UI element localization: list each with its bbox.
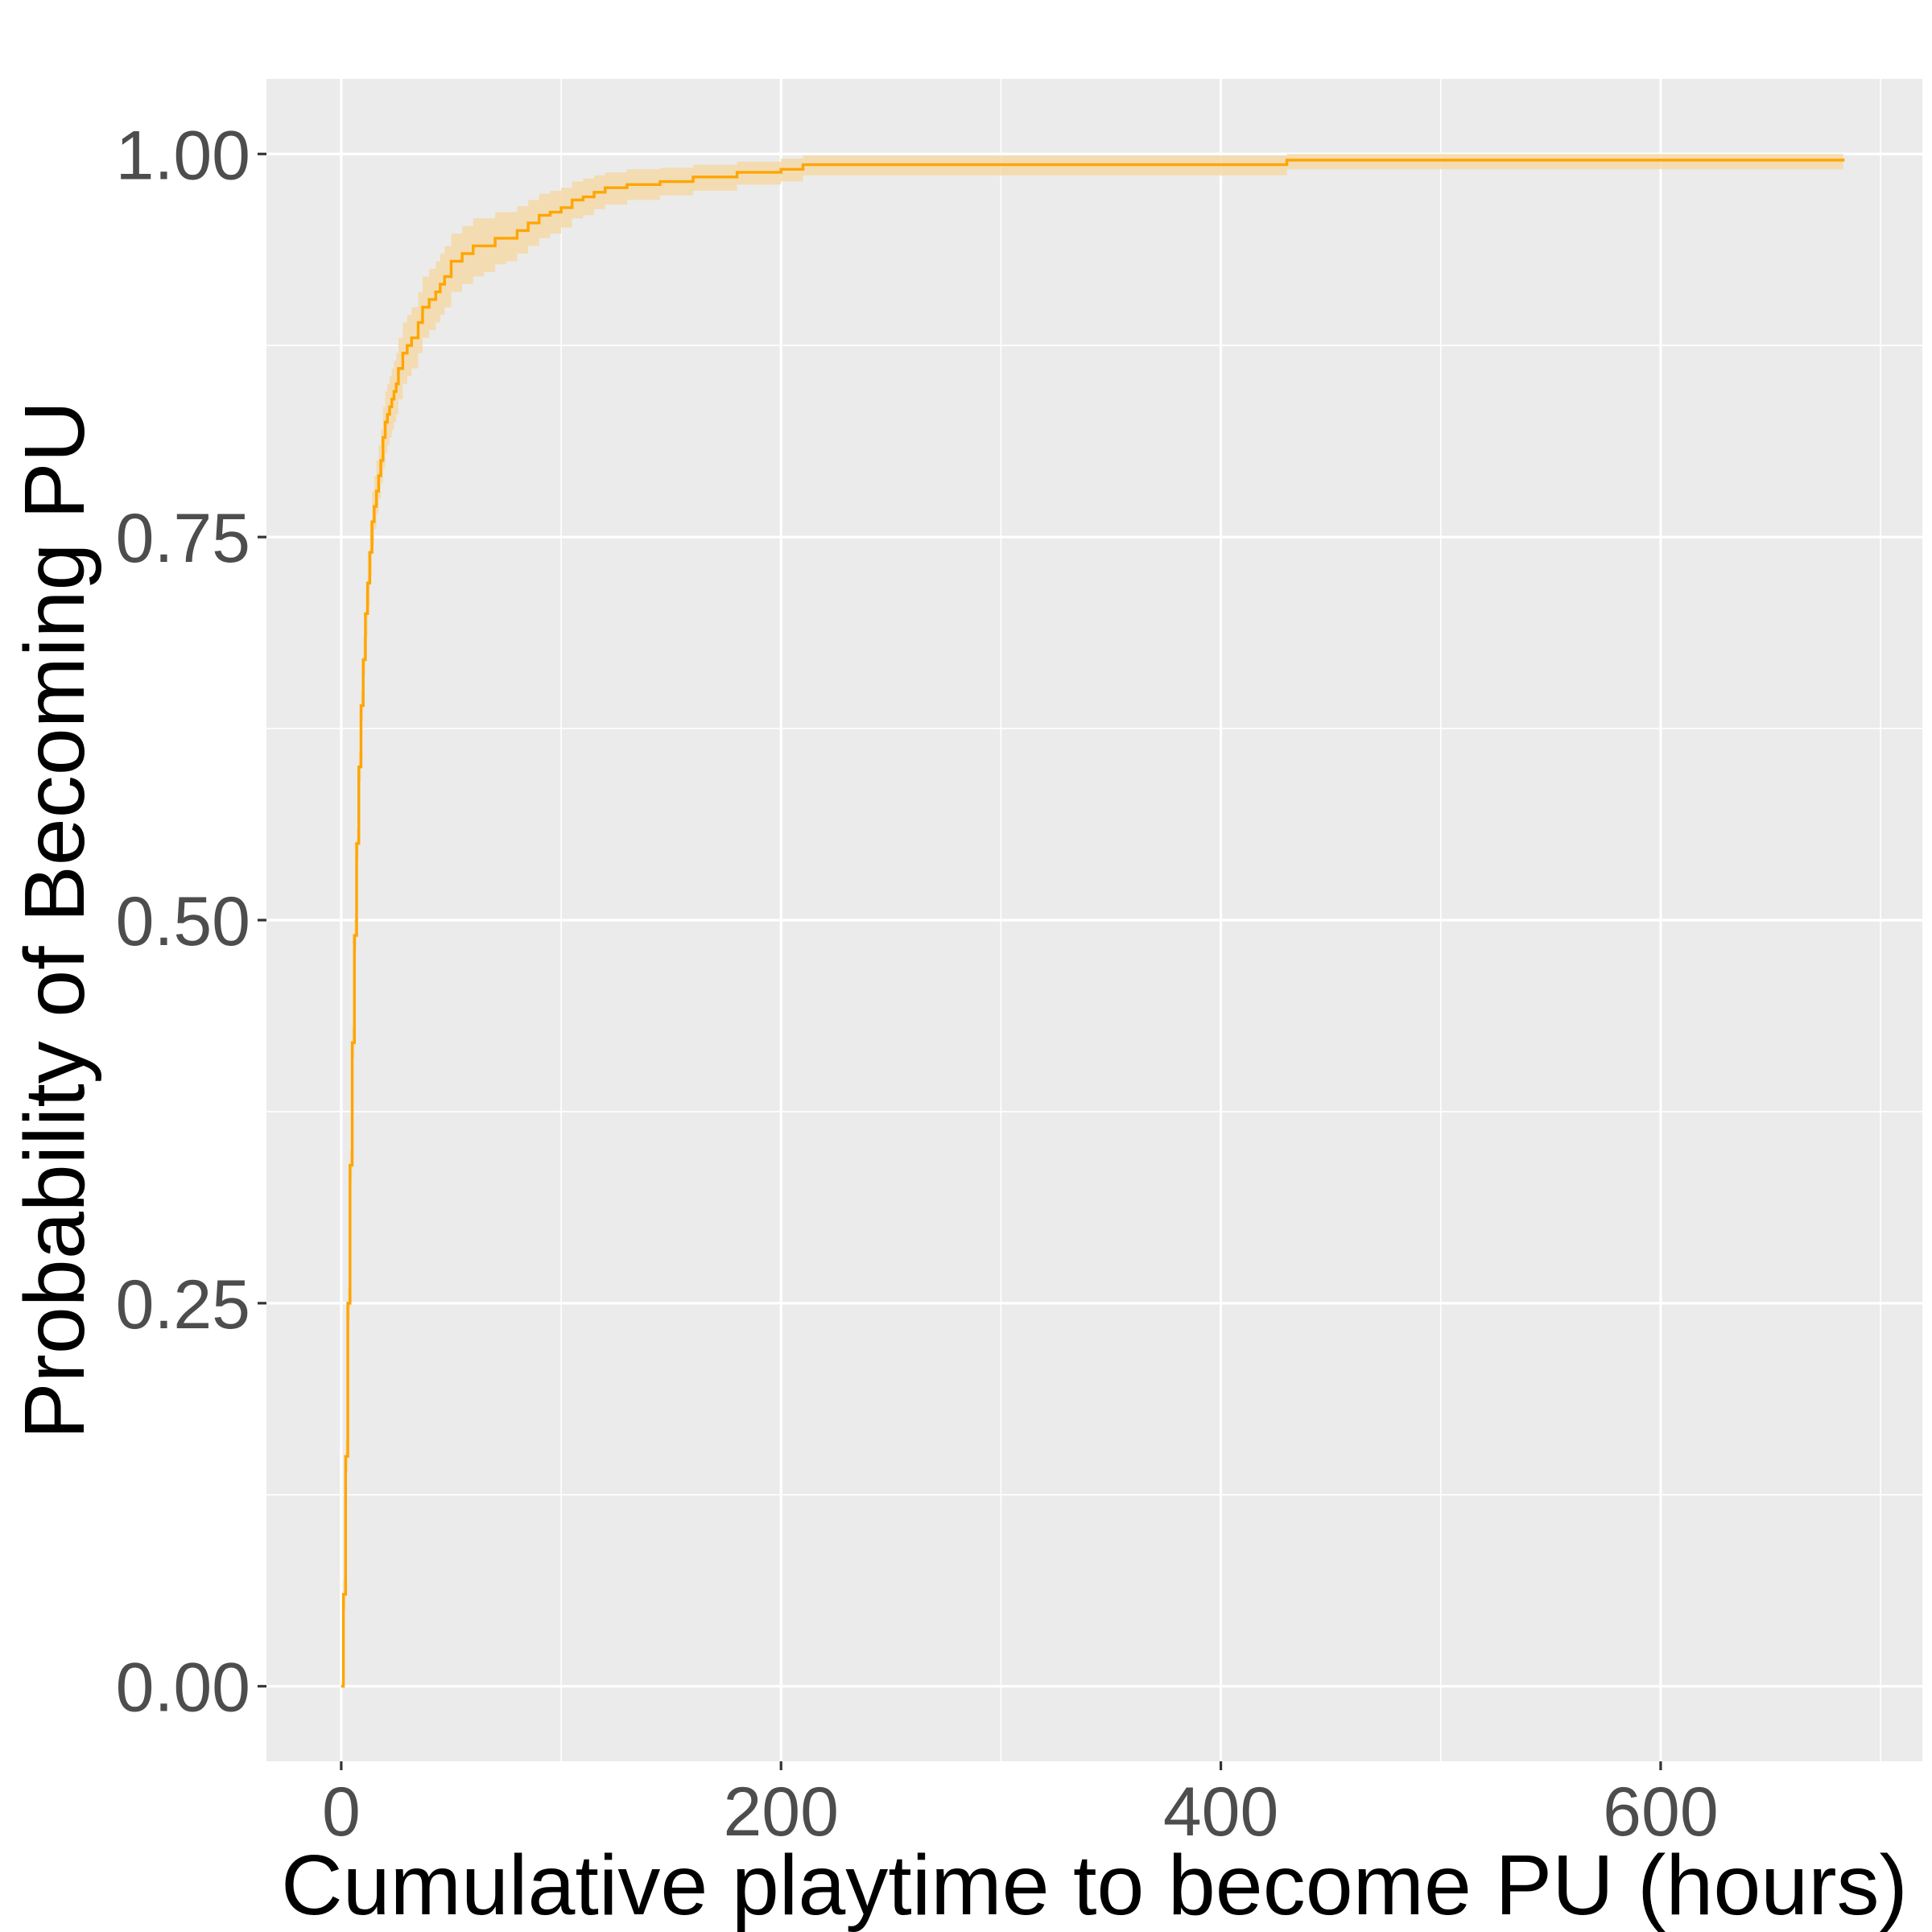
y-tick-label: 0.50 (116, 883, 250, 960)
major-gridlines (266, 79, 1922, 1761)
y-tick-label: 0.00 (116, 1649, 250, 1727)
cumulative-probability-line (341, 158, 1845, 1688)
y-tick-label: 0.75 (116, 500, 250, 577)
x-tick-label: 600 (1603, 1773, 1719, 1851)
x-axis: 0 200 400 600 (322, 1761, 1719, 1851)
x-tick-label: 200 (723, 1773, 839, 1851)
y-tick-label: 0.25 (116, 1266, 250, 1344)
y-axis-title: Probability of Becoming PU (7, 401, 102, 1439)
x-tick-label: 0 (322, 1773, 361, 1851)
y-tick-label: 1.00 (116, 117, 250, 194)
y-axis: 0.00 0.25 0.50 0.75 1.00 (116, 117, 266, 1727)
x-tick-label: 400 (1163, 1773, 1279, 1851)
x-axis-title: Cumulative playtime to become PU (hours) (281, 1838, 1908, 1932)
